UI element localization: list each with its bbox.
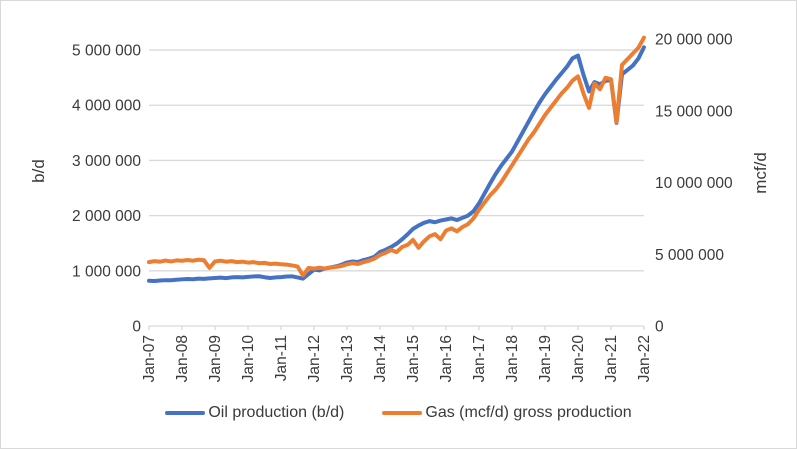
right-axis-tick-label: 15 000 000 [655,103,733,120]
left-axis-tick-label: 0 [132,319,141,336]
legend-label-gas: Gas (mcf/d) gross production [425,404,632,421]
oil-series-swatch [165,411,206,415]
x-tick-label: Jan-11 [273,335,290,381]
oil-production-line [147,45,646,284]
x-tick-label: Jan-19 [537,335,554,382]
right-axis-tick-label: 10 000 000 [655,175,733,192]
chart-legend: Oil production (b/d) Gas (mcf/d) gross p… [1,404,796,422]
x-tick-label: Jan-12 [306,335,323,382]
x-tick-label: Jan-07 [141,335,158,382]
x-tick-label: Jan-20 [570,335,587,383]
x-tick-label: Jan-22 [636,335,653,382]
gas-series-swatch [382,411,423,415]
x-tick-label: Jan-09 [207,335,224,382]
x-tick-label: Jan-14 [372,335,389,383]
x-tick-label: Jan-15 [405,335,422,382]
left-axis-tick-label: 2 000 000 [72,208,141,225]
left-axis-tick-label: 3 000 000 [72,153,141,170]
x-tick-label: Jan-21 [603,335,620,382]
x-tick-label: Jan-16 [438,335,455,382]
x-tick-label: Jan-17 [471,335,488,382]
x-tick-label: Jan-08 [174,335,191,382]
gas-production-line [147,35,646,278]
legend-item-gas: Gas (mcf/d) gross production [382,404,632,422]
x-tick-label: Jan-13 [339,335,356,382]
left-axis-tick-label: 4 000 000 [72,98,141,115]
legend-item-oil: Oil production (b/d) [165,404,344,422]
right-axis-tick-label: 5 000 000 [655,247,724,264]
x-tick-label: Jan-10 [240,335,257,383]
left-axis-tick-label: 1 000 000 [72,263,141,280]
left-axis-tick-label: 5 000 000 [72,43,141,60]
legend-label-oil: Oil production (b/d) [208,404,345,421]
right-axis-tick-label: 0 [655,319,664,336]
right-axis-tick-label: 20 000 000 [655,32,733,49]
x-tick-label: Jan-18 [504,335,521,382]
